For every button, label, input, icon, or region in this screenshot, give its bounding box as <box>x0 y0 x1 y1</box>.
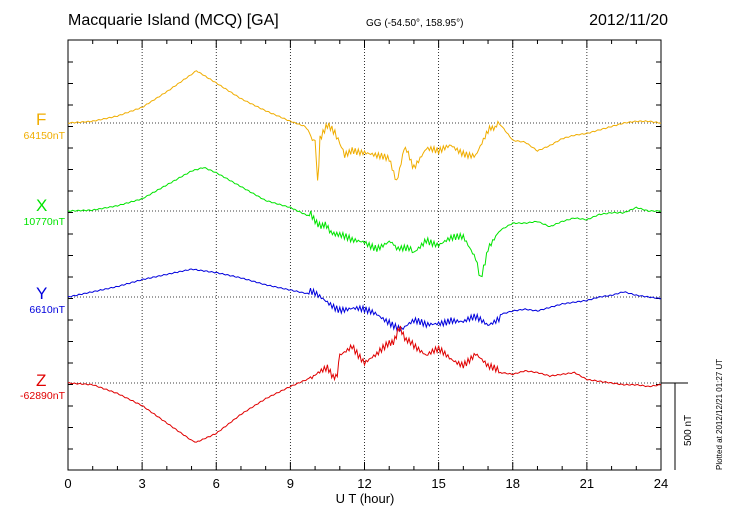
x-tick-label: 12 <box>357 476 371 491</box>
date-label: 2012/11/20 <box>589 12 668 29</box>
x-tick-label: 21 <box>580 476 594 491</box>
x-tick-label: 24 <box>654 476 668 491</box>
baseline-value-x: 10770nT <box>23 216 65 228</box>
x-tick-label: 15 <box>431 476 445 491</box>
axis-ticks: 0 3 6 9 12 15 18 21 24 <box>64 40 668 491</box>
x-tick-label: 18 <box>506 476 520 491</box>
station-title: Macquarie Island (MCQ) [GA] <box>68 12 279 29</box>
series-line-z <box>67 325 662 443</box>
component-label-x: X <box>36 196 48 215</box>
coordinates-label: GG (-54.50°, 158.95°) <box>366 18 464 29</box>
baseline-value-f: 64150nT <box>23 130 65 142</box>
scale-bar <box>661 382 688 470</box>
x-tick-label: 3 <box>139 476 146 491</box>
series-line-y <box>67 268 661 333</box>
plot-frame <box>67 39 662 471</box>
grid <box>141 40 588 470</box>
baseline-value-z: -62890nT <box>20 390 65 402</box>
x-axis-label: U T (hour) <box>335 491 395 506</box>
component-label-z: Z <box>36 371 47 390</box>
component-label-y: Y <box>36 284 48 303</box>
series-group <box>67 70 662 443</box>
x-tick-label: 6 <box>213 476 220 491</box>
baseline-value-y: 6610nT <box>29 304 65 316</box>
scale-bar-label: 500 nT <box>683 414 694 446</box>
x-tick-label: 0 <box>64 476 71 491</box>
series-line-x <box>67 167 662 278</box>
component-label-f: F <box>36 110 47 129</box>
x-tick-label: 9 <box>287 476 294 491</box>
plotted-timestamp: Plotted at 2012/12/21 01:27 UT <box>715 358 724 470</box>
series-line-f <box>67 70 662 181</box>
